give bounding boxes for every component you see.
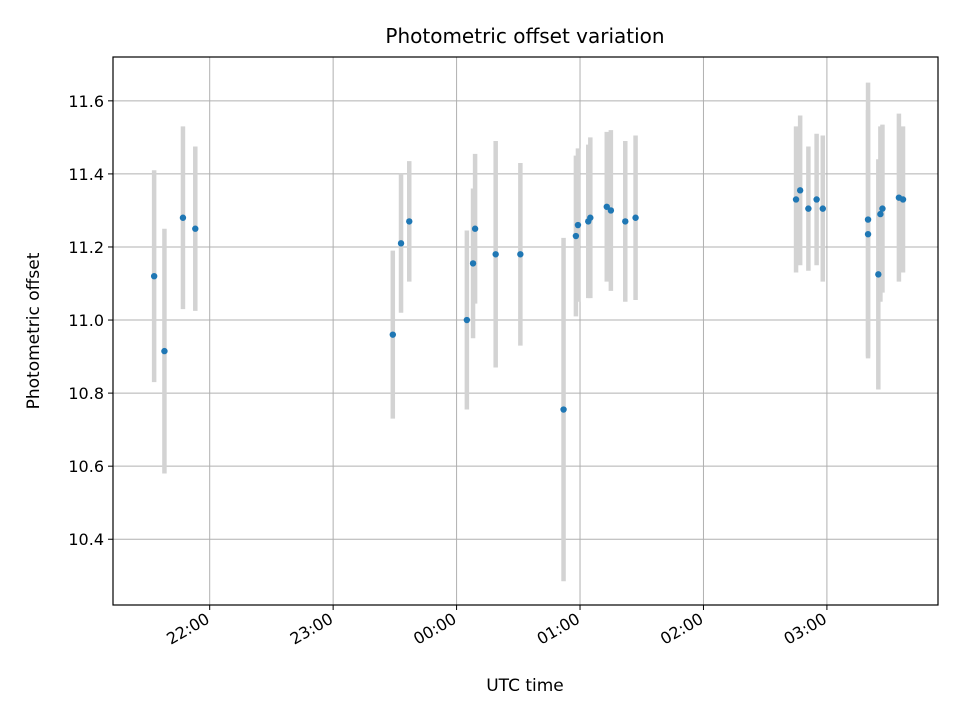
data-point (179, 214, 187, 221)
data-point (192, 225, 199, 232)
y-tick-label: 11.4 (68, 165, 104, 184)
data-point (622, 218, 629, 225)
y-axis-title: Photometric offset (24, 252, 44, 409)
data-point (397, 240, 405, 247)
data-point (796, 187, 804, 194)
data-point (150, 273, 158, 280)
data-point (471, 225, 479, 232)
data-point (492, 251, 499, 258)
data-point (813, 196, 820, 203)
data-point (517, 251, 524, 258)
data-point (574, 221, 582, 229)
chart-title: Photometric offset variation (385, 24, 664, 48)
data-point (161, 347, 168, 355)
x-axis-title: UTC time (486, 676, 564, 696)
data-point (603, 203, 610, 210)
data-point (572, 232, 580, 240)
data-point (469, 260, 477, 267)
data-points (150, 187, 907, 413)
y-tick-label: 10.6 (68, 457, 104, 476)
plot-frame (112, 56, 939, 606)
data-point (406, 218, 413, 225)
data-point (805, 205, 812, 212)
data-point (819, 205, 826, 212)
y-axis: 10.4 10.6 10.8 11.0 11.2 11.4 11.6 (68, 92, 113, 549)
y-tick-label: 10.4 (68, 530, 104, 549)
data-point (879, 205, 886, 212)
y-tick-label: 10.8 (68, 384, 104, 403)
data-point (463, 316, 471, 324)
data-point (899, 196, 907, 203)
data-point (587, 214, 594, 221)
y-tick-label: 11.6 (68, 92, 104, 111)
data-point (389, 331, 397, 338)
y-tick-label: 11.2 (68, 238, 104, 257)
data-point (632, 214, 639, 221)
data-point (864, 230, 872, 238)
data-point (877, 210, 884, 218)
y-tick-label: 11.0 (68, 311, 104, 330)
data-point (560, 406, 567, 413)
data-point (607, 207, 615, 214)
data-point (875, 271, 882, 278)
data-point (792, 196, 800, 203)
data-point (864, 216, 872, 223)
